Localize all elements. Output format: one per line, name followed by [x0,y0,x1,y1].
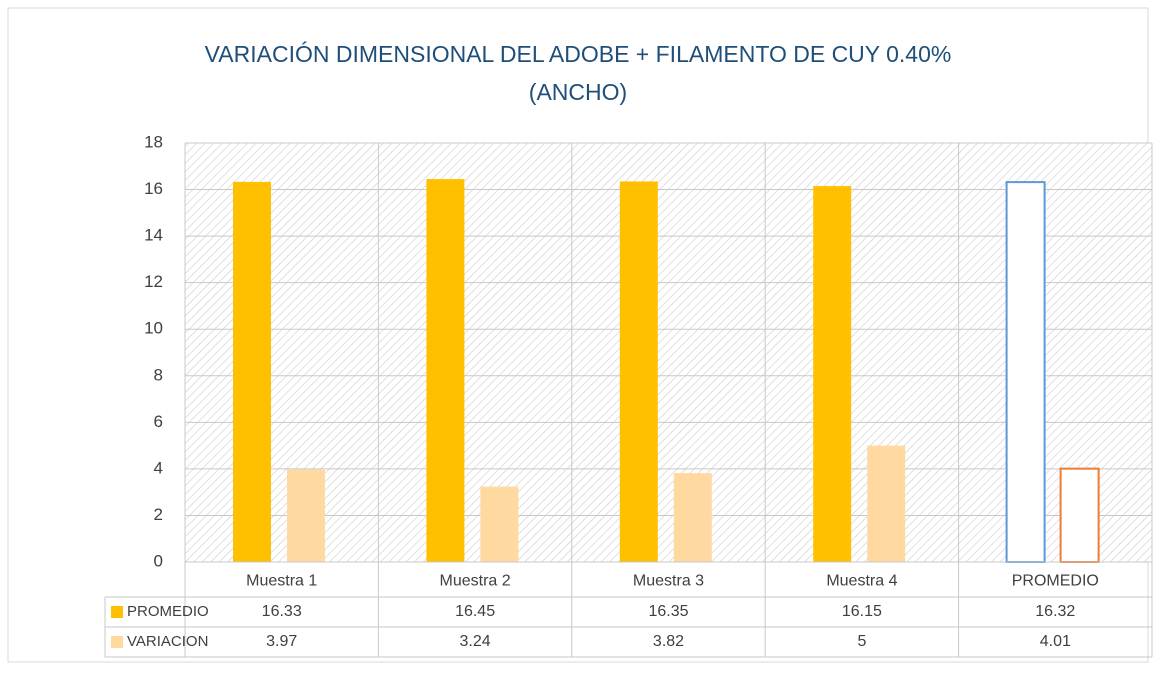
bar [813,186,852,562]
y-tick-label: 0 [154,551,163,570]
table-value: 4.01 [1040,633,1071,650]
y-tick-label: 14 [144,226,163,245]
x-tick-label: PROMEDIO [1012,573,1099,590]
y-tick-label: 18 [144,132,163,151]
chart-title: VARIACIÓN DIMENSIONAL DEL ADOBE + FILAME… [205,41,952,67]
bar [619,181,658,563]
y-tick-label: 6 [154,412,163,431]
legend-label: PROMEDIO [127,603,209,620]
bar [287,469,325,562]
y-tick-label: 8 [154,365,163,384]
bar [673,473,712,562]
table-value: 16.45 [455,603,495,620]
legend-key [111,606,123,618]
legend-key [111,636,123,648]
legend-label: VARIACION [127,633,208,650]
table-value: 16.15 [842,603,882,620]
x-tick-label: Muestra 2 [440,573,511,590]
table-value: 16.32 [1035,603,1075,620]
y-tick-label: 4 [154,458,163,477]
x-tick-label: Muestra 3 [633,573,704,590]
y-tick-label: 2 [154,505,163,524]
table-value: 3.97 [266,633,297,650]
bar [480,486,519,562]
table-value: 3.24 [460,633,491,650]
x-tick-label: Muestra 4 [826,573,897,590]
bar [867,445,906,562]
y-tick-label: 12 [144,272,163,291]
bar [1005,181,1046,564]
y-tick-label: 10 [144,319,163,338]
table-value: 16.35 [648,603,688,620]
table-value: 3.82 [653,633,684,650]
bar [233,181,271,562]
plot-background [185,143,1152,562]
chart-title: (ANCHO) [529,79,627,105]
x-tick-label: Muestra 1 [246,573,317,590]
table-value: 5 [857,633,866,650]
bar [1059,467,1100,563]
table-value: 16.33 [262,603,302,620]
y-tick-label: 16 [144,179,163,198]
bar [426,179,465,562]
